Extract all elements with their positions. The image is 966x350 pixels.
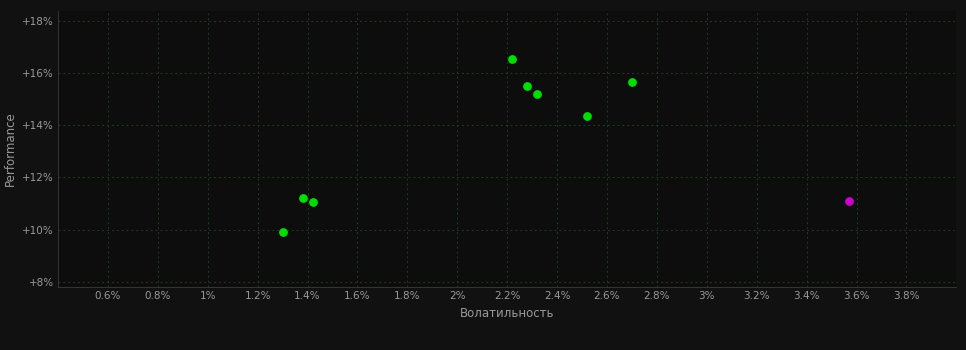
Point (529, 91, 545, 97)
Point (841, 198, 857, 204)
Point (304, 199, 320, 205)
Point (504, 56, 520, 62)
Point (274, 229, 290, 235)
Point (624, 79, 639, 85)
Point (520, 83, 535, 89)
Point (295, 196, 310, 201)
Point (580, 113, 595, 119)
X-axis label: Волатильность: Волатильность (460, 307, 554, 320)
Y-axis label: Performance: Performance (4, 111, 16, 186)
